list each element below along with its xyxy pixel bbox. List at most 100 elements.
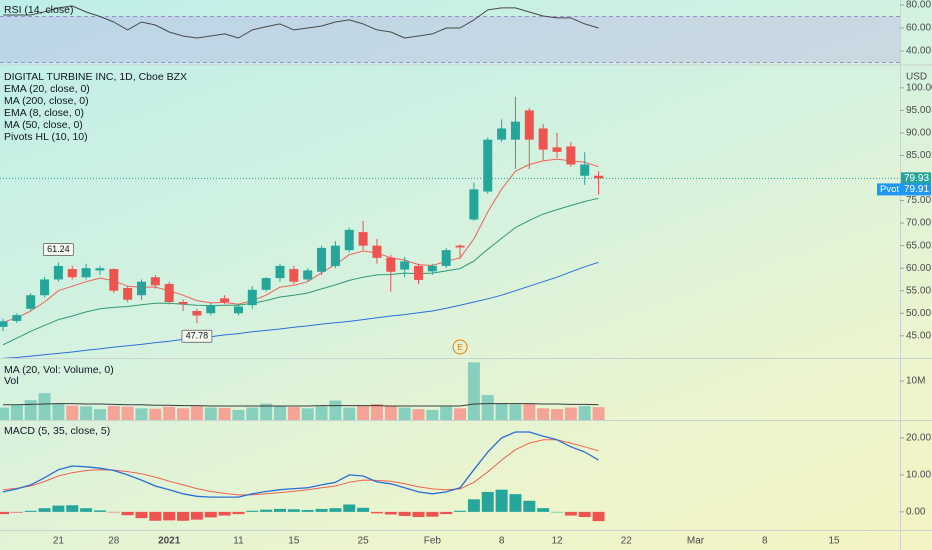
last-price-box xyxy=(901,172,931,185)
macd-histogram-bar xyxy=(0,511,9,515)
volume-bar xyxy=(66,405,79,420)
pane xyxy=(0,5,900,63)
candle-body xyxy=(164,283,174,302)
pivot-price-box xyxy=(877,183,931,196)
legend-entry: Pivots HL (10, 10) xyxy=(4,131,88,143)
macd-histogram-bar xyxy=(564,511,577,516)
y-tick-label: 40.00 xyxy=(906,46,931,57)
x-tick-label: 2021 xyxy=(158,536,181,547)
pivot-label: 61.24 xyxy=(47,244,70,254)
volume-bar xyxy=(315,406,328,420)
macd-histogram-bar xyxy=(24,510,37,512)
candle-body xyxy=(192,311,202,316)
x-tick-label: 15 xyxy=(288,536,300,547)
volume-bar xyxy=(523,403,536,420)
candle-body xyxy=(524,110,534,140)
candle-body xyxy=(497,128,507,140)
candle-body xyxy=(414,265,423,280)
volume-bar xyxy=(177,408,190,420)
candle-body xyxy=(400,261,410,270)
macd-histogram-bar xyxy=(232,511,245,515)
macd-histogram-bar xyxy=(426,511,439,517)
x-tick-label: Feb xyxy=(424,536,442,547)
volume-bar xyxy=(190,406,203,420)
volume-bar xyxy=(38,393,51,420)
indicator-line xyxy=(2,158,599,323)
macd-histogram-bar xyxy=(467,499,480,512)
volume-bar xyxy=(232,409,245,420)
pivot-label: 47.78 xyxy=(186,331,209,341)
volume-bar xyxy=(592,407,605,420)
candle-body xyxy=(261,278,271,290)
candle-body xyxy=(580,164,590,176)
macd-histogram-bar xyxy=(301,510,314,512)
candle-body xyxy=(26,295,36,309)
pane-title: MACD (5, 35, close, 5) xyxy=(4,425,110,437)
y-tick-label: 50.00 xyxy=(906,308,931,319)
legend-entry: MA (50, close, 0) xyxy=(4,119,83,131)
y-tick-label: 60.00 xyxy=(906,23,931,34)
x-tick-label: 15 xyxy=(828,536,840,547)
volume-ma-line xyxy=(3,403,599,407)
x-tick-label: 11 xyxy=(233,536,244,547)
volume-bar xyxy=(107,405,120,420)
unit-label: USD xyxy=(906,72,927,83)
macd-histogram-bar xyxy=(38,508,51,512)
y-tick-label: 0.00 xyxy=(906,507,926,518)
macd-histogram-bar xyxy=(412,511,425,518)
macd-histogram-bar xyxy=(578,511,591,518)
macd-histogram-bar xyxy=(315,508,328,512)
volume-bar xyxy=(481,395,494,420)
legend-entry: EMA (20, close, 0) xyxy=(4,83,90,95)
legend-entry: Vol xyxy=(4,375,19,387)
candle-body xyxy=(40,279,50,296)
rsi-line xyxy=(3,5,599,39)
candle-body xyxy=(303,270,313,280)
macd-histogram-bar xyxy=(52,505,65,512)
macd-histogram-bar xyxy=(121,511,134,516)
candle-body xyxy=(123,288,133,300)
volume-bar xyxy=(537,408,550,420)
y-tick-label: 70.00 xyxy=(906,218,931,229)
rsi-band xyxy=(0,16,900,63)
y-tick-label: 100.00 xyxy=(906,82,932,93)
y-tick-label: 95.00 xyxy=(906,105,931,116)
candle-body xyxy=(344,229,354,251)
macd-histogram-bar xyxy=(398,511,411,516)
candle-body xyxy=(247,289,257,306)
pane-title: RSI (14, close) xyxy=(4,4,73,16)
volume-bar xyxy=(398,407,411,420)
volume-bar xyxy=(218,407,231,420)
candle-body xyxy=(594,175,604,179)
last-price-label: 79.93 xyxy=(904,173,929,184)
y-tick-label: 90.00 xyxy=(906,128,931,139)
macd-histogram-bar xyxy=(93,510,106,512)
y-tick-label: 10M xyxy=(906,376,925,387)
y-tick-label: 80.00 xyxy=(906,0,931,11)
legend-entry: MA (200, close, 0) xyxy=(4,95,89,107)
candle-body xyxy=(455,245,465,248)
volume-bar xyxy=(578,405,591,420)
volume-bar xyxy=(343,407,356,420)
candle-body xyxy=(330,245,340,266)
volume-bar xyxy=(301,408,314,420)
y-tick-label: 75.00 xyxy=(906,195,931,206)
volume-bar xyxy=(135,408,148,420)
pane-title: DIGITAL TURBINE INC, 1D, Cboe BZX xyxy=(4,71,187,83)
signal-line xyxy=(2,439,599,496)
legend-entry: EMA (8, close, 0) xyxy=(4,107,84,119)
volume-bar xyxy=(10,405,23,420)
candle-body xyxy=(427,265,437,272)
macd-histogram-bar xyxy=(107,511,120,513)
volume-bar xyxy=(121,406,134,420)
macd-histogram-bar xyxy=(370,511,383,514)
candle-body xyxy=(358,232,368,246)
volume-bar xyxy=(260,403,273,420)
x-tick-label: 8 xyxy=(762,536,768,547)
candle-body xyxy=(220,298,230,302)
volume-bar xyxy=(329,400,342,420)
pivot-price-label: 79.91 xyxy=(904,184,929,195)
macd-histogram-bar xyxy=(509,494,522,512)
candle-body xyxy=(233,306,243,314)
